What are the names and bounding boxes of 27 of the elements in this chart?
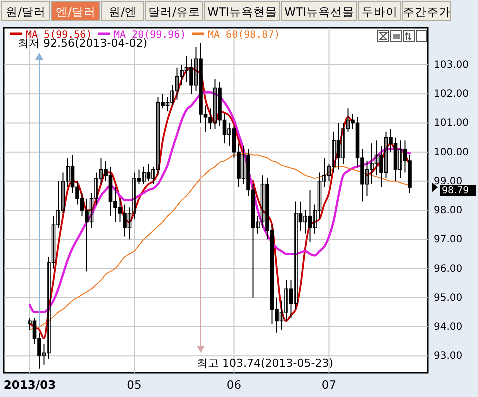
x-tick-label: 05 [127,378,142,392]
y-tick-label: 93.00 [434,351,463,362]
text: 달러/유로 [148,5,200,19]
text: 두바이 [362,5,398,19]
x-tick-label: 2013/03 [4,378,56,392]
annotation: 최고 103.74(2013-05-23) [197,357,334,370]
text: 98.79 [442,186,470,197]
x-tick-label: 07 [322,378,337,392]
text: 엔/달러 [56,5,96,19]
y-tick-label: 103.00 [434,60,469,71]
y-tick-label: 97.00 [434,234,463,246]
y-tick-label: 96.00 [434,264,463,275]
y-tick-label: 95.00 [434,292,463,304]
text: 주간주가 [403,5,451,19]
text: 원/엔 [109,5,137,19]
line-series [28,92,412,314]
x-tick-label: 06 [226,378,242,392]
text: WTI뉴욕선물 [284,5,354,19]
legend-label: MA 60(98.87) [208,30,280,41]
y-tick-label: 98.00 [434,206,463,217]
y-tick-label: 94.00 [434,322,463,333]
y-tick-label: 99.00 [434,176,463,188]
y-tick-label: 100.00 [434,147,469,158]
text: WTI뉴욕현물 [208,5,278,19]
y-tick-label: 101.00 [434,118,469,130]
text: 원/달러 [6,5,46,19]
y-tick-label: 102.00 [434,89,469,100]
